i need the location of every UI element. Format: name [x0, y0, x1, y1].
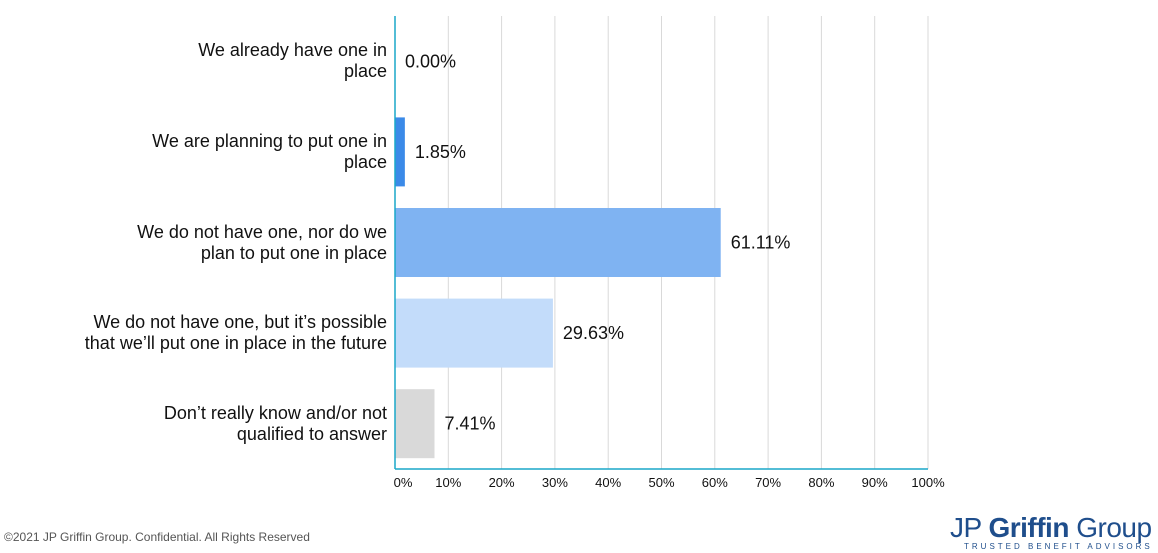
x-tick-label: 100%	[911, 475, 945, 490]
logo-tagline: TRUSTED BENEFIT ADVISORS	[964, 542, 1153, 551]
bar	[395, 208, 721, 277]
category-label-line: place	[343, 151, 387, 172]
bar	[395, 117, 405, 187]
category-label: We do not have one, but it’s possible tha…	[57, 312, 387, 354]
category-label-line: qualified to answer	[236, 423, 387, 444]
data-label: 61.11%	[731, 233, 791, 253]
x-tick-label: 50%	[648, 475, 674, 490]
category-label: We are planning to put one in place	[57, 131, 387, 173]
category-label: Don’t really know and/or not qualified to…	[57, 403, 387, 445]
category-label-line: place	[343, 61, 387, 82]
x-tick-label: 10%	[435, 475, 461, 490]
category-label: We do not have one, nor do we plan to put…	[57, 222, 387, 264]
bar	[395, 298, 553, 368]
x-tick-label: 0%	[394, 475, 413, 490]
x-tick-label: 40%	[595, 475, 621, 490]
category-label: We already have one in place	[57, 40, 387, 82]
data-label: 1.85%	[415, 142, 466, 162]
category-label-line: that we’ll put one in place in the futur…	[84, 333, 387, 354]
x-tick-label: 90%	[862, 475, 888, 490]
category-label-line: We already have one in	[198, 40, 387, 61]
category-label-line: plan to put one in place	[200, 242, 387, 263]
data-label: 0.00%	[405, 51, 456, 71]
copyright-text: ©2021 JP Griffin Group. Confidential. Al…	[4, 530, 310, 544]
x-tick-label: 70%	[755, 475, 781, 490]
category-label-line: We are planning to put one in	[152, 130, 387, 151]
x-tick-label: 30%	[542, 475, 568, 490]
category-label-line: Don’t really know and/or not	[163, 402, 387, 423]
data-label: 7.41%	[444, 414, 495, 434]
logo-wordmark: JP Griffin Group	[950, 512, 1152, 543]
x-tick-label: 60%	[702, 475, 728, 490]
bar	[395, 389, 435, 459]
x-tick-label: 80%	[808, 475, 834, 490]
category-label-line: We do not have one, but it’s possible	[93, 312, 387, 333]
category-label-line: We do not have one, nor do we	[137, 221, 387, 242]
data-label: 29.63%	[563, 323, 624, 343]
x-tick-label: 20%	[489, 475, 515, 490]
company-logo: JP Griffin Group TRUSTED BENEFIT ADVISOR…	[950, 512, 1153, 551]
